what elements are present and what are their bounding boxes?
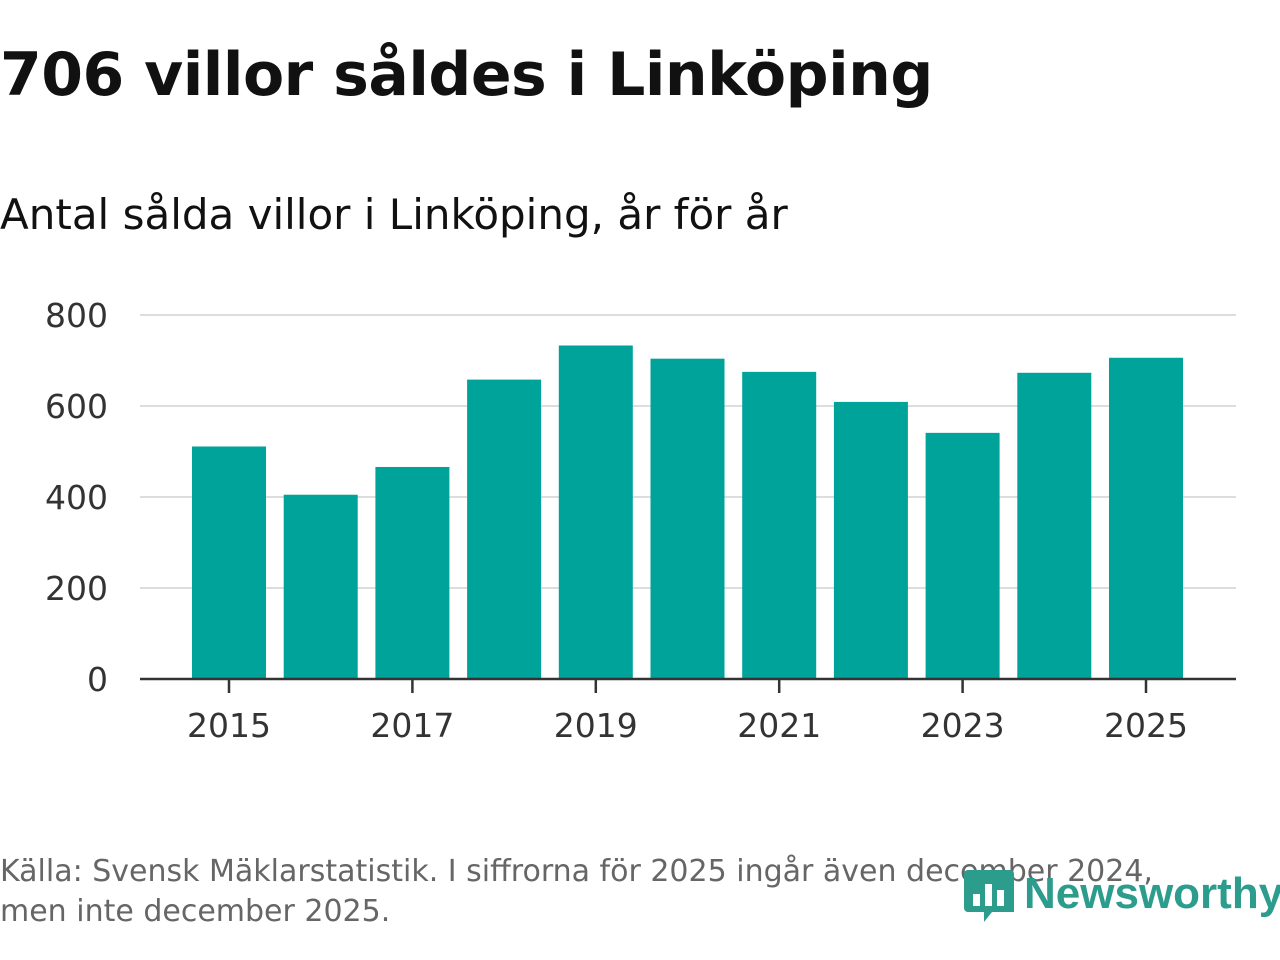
newsworthy-bar-chart-icon: [964, 870, 1014, 922]
newsworthy-logo: Newsworthy: [962, 862, 1280, 926]
x-tick-label: 2015: [187, 706, 271, 740]
y-tick-label: 400: [45, 478, 108, 517]
x-tick-label: 2025: [1104, 706, 1188, 740]
bar-2021: [742, 371, 817, 679]
y-tick-label: 0: [87, 660, 108, 699]
bar-2022: [833, 401, 908, 679]
bar-2019: [558, 345, 633, 679]
axes: 0 200 400 600 800 2015 2017 2019 2021 2023 2025: [45, 296, 1236, 740]
x-tick-label: 2023: [921, 706, 1005, 740]
x-tick-label: 2017: [370, 706, 454, 740]
x-tick-label: 2021: [737, 706, 821, 740]
bar-2025: [1109, 357, 1183, 679]
x-tick-label: 2019: [554, 706, 638, 740]
logo-text: Newsworthy: [1024, 869, 1280, 918]
y-tick-label: 200: [45, 569, 108, 608]
bar-2024: [1017, 372, 1092, 679]
source-note: Källa: Svensk Mäklarstatistik. I siffror…: [0, 854, 1153, 929]
bar-2016: [283, 494, 358, 679]
chart-subtitle: Antal sålda villor i Linköping, år för å…: [0, 190, 788, 239]
y-tick-label: 800: [45, 296, 108, 335]
bar-2017: [375, 466, 450, 679]
chart-title: 706 villor såldes i Linköping: [0, 40, 933, 110]
bar-2020: [650, 358, 725, 679]
bar-2023: [925, 432, 1000, 679]
bars: [192, 345, 1183, 679]
y-tick-label: 600: [45, 387, 108, 426]
bar-chart: 0 200 400 600 800 2015 2017 2019 2021 2023 2025: [45, 296, 1236, 740]
bar-2018: [467, 379, 542, 679]
bar-2015: [192, 446, 266, 679]
